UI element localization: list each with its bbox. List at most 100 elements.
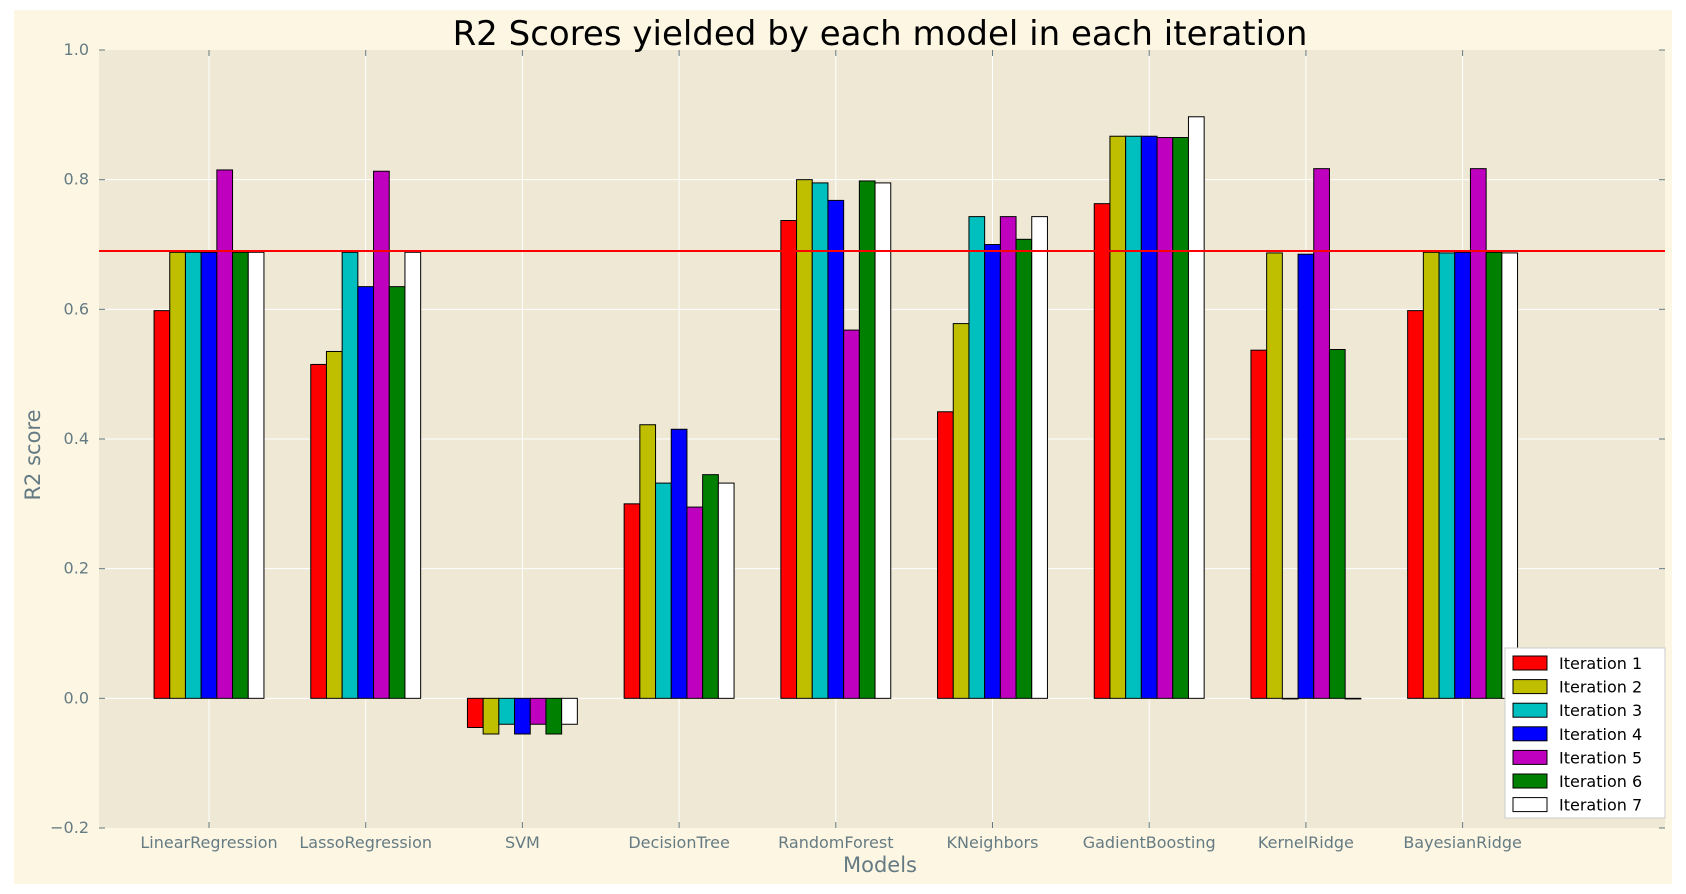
bar <box>623 503 641 699</box>
bar <box>1454 251 1471 699</box>
bar <box>232 251 249 699</box>
x-axis: LinearRegression LassoRegression SVM Decisi… <box>140 50 1522 852</box>
bar <box>811 182 829 699</box>
bar <box>874 182 892 699</box>
y-tick-label: 0.4 <box>64 429 89 448</box>
bar <box>514 697 531 735</box>
x-tick-label: KNeighbors <box>947 833 1039 852</box>
y-axis: −0.2 0.0 0.2 0.4 0.6 0.8 1.0 <box>50 40 1665 837</box>
bar <box>153 310 171 699</box>
legend-label: Iteration 4 <box>1559 725 1642 744</box>
x-axis-label: Models <box>843 853 917 877</box>
bar <box>780 220 798 699</box>
bar <box>200 251 218 699</box>
bar <box>1469 168 1487 699</box>
bar <box>639 424 657 699</box>
bar <box>1281 697 1299 700</box>
bar <box>717 482 735 699</box>
bar <box>482 697 500 735</box>
legend-swatch <box>1512 749 1548 765</box>
bar <box>341 251 359 699</box>
bar <box>498 697 516 725</box>
bar <box>984 244 1001 699</box>
bar <box>1172 137 1189 699</box>
legend-swatch <box>1512 797 1548 813</box>
bar <box>1015 238 1033 699</box>
bar <box>1501 252 1519 699</box>
bar <box>310 363 327 699</box>
bar <box>247 251 265 699</box>
chart-title: R2 Scores yielded by each model in each … <box>453 14 1308 54</box>
legend-label: Iteration 5 <box>1559 748 1642 767</box>
bar <box>1156 137 1174 699</box>
bar <box>827 199 845 699</box>
legend-swatch <box>1512 773 1548 789</box>
bar <box>1250 349 1268 699</box>
bar <box>858 180 876 699</box>
bar <box>1328 349 1346 699</box>
bar <box>1485 251 1503 699</box>
bar <box>216 169 234 699</box>
bar <box>357 286 375 699</box>
bar <box>655 482 672 699</box>
bar <box>1438 252 1456 699</box>
bar <box>1109 135 1127 699</box>
bar <box>968 216 986 699</box>
x-tick-label: LassoRegression <box>299 833 432 852</box>
y-axis-label: R2 score <box>21 409 45 500</box>
legend-swatch <box>1512 655 1548 671</box>
legend-label: Iteration 7 <box>1559 796 1642 815</box>
y-tick-label: 0.2 <box>64 559 89 578</box>
bars <box>99 116 1665 735</box>
bar <box>702 474 719 699</box>
bar <box>545 697 563 735</box>
legend-swatch <box>1512 726 1548 742</box>
bar <box>1187 116 1205 699</box>
y-tick-label: 0.8 <box>64 170 89 189</box>
x-tick-label: GadientBoosting <box>1083 833 1216 852</box>
bar <box>1266 252 1283 699</box>
y-tick-label: −0.2 <box>50 818 89 837</box>
x-tick-label: LinearRegression <box>140 833 277 852</box>
bar <box>1407 310 1424 699</box>
bar <box>952 323 970 699</box>
x-tick-label: DecisionTree <box>628 833 729 852</box>
bar <box>843 329 860 699</box>
bar <box>1125 135 1142 699</box>
legend-label: Iteration 1 <box>1559 654 1642 673</box>
bar <box>796 179 813 699</box>
bar <box>1140 135 1158 699</box>
legend-swatch <box>1512 679 1548 695</box>
bar <box>1031 216 1048 699</box>
bar <box>184 251 202 699</box>
y-tick-label: 1.0 <box>64 40 89 59</box>
bar <box>561 697 578 725</box>
bar <box>937 411 954 699</box>
legend-label: Iteration 2 <box>1559 678 1642 697</box>
legend-label: Iteration 6 <box>1559 772 1642 791</box>
bar <box>1344 697 1362 700</box>
bar <box>686 506 704 699</box>
legend: Iteration 1 Iteration 2 Iteration 3 Iterati… <box>1504 647 1666 819</box>
x-tick-label: BayesianRidge <box>1403 833 1522 852</box>
y-tick-label: 0.0 <box>64 688 89 707</box>
legend-swatch <box>1512 702 1548 718</box>
bar <box>169 251 186 699</box>
x-tick-label: SVM <box>505 833 540 852</box>
bar <box>388 286 406 699</box>
bar <box>1313 168 1330 699</box>
x-tick-label: KernelRidge <box>1258 833 1354 852</box>
bar <box>670 428 688 699</box>
bar <box>404 251 422 699</box>
bar <box>999 216 1017 699</box>
x-tick-label: RandomForest <box>778 833 893 852</box>
bar <box>1093 203 1111 699</box>
y-tick-label: 0.6 <box>64 299 89 318</box>
legend-label: Iteration 3 <box>1559 701 1642 720</box>
bar <box>1422 251 1440 699</box>
bar <box>325 350 343 699</box>
bar <box>1297 253 1315 699</box>
bar <box>529 697 547 725</box>
bar <box>466 697 484 729</box>
